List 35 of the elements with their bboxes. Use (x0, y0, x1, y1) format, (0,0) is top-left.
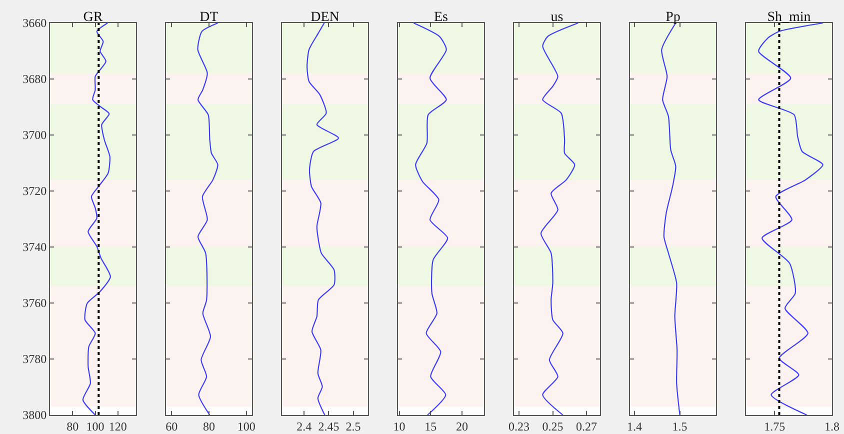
x-tick-label: 2.45 (318, 419, 340, 434)
x-tick-label: 1.4 (627, 419, 642, 434)
chart-title: Sh_min (767, 10, 811, 25)
chart-title: Pp (666, 10, 680, 25)
y-tick-label: 3660 (22, 16, 47, 30)
x-tick-label: 0.25 (542, 419, 564, 434)
chart-title: us (550, 10, 564, 25)
x-tick-label: 2.5 (346, 419, 361, 434)
y-tick-label: 3680 (22, 72, 47, 86)
x-tick-label: 1.75 (764, 419, 786, 434)
chart-title: Es (434, 10, 448, 25)
x-tick-label: 80 (66, 419, 79, 434)
x-tick-label: 1.5 (672, 419, 688, 434)
y-tick-label: 3720 (22, 184, 47, 198)
x-tick-label: 1.8 (824, 419, 840, 434)
x-tick-label: 10 (393, 419, 406, 434)
x-tick-label: 20 (456, 419, 468, 434)
x-tick-label: 100 (237, 419, 256, 434)
chart-title: DT (200, 10, 219, 25)
x-tick-label: 0.27 (576, 419, 598, 434)
chart-title: GR (83, 10, 104, 25)
y-tick-label: 3700 (22, 128, 47, 142)
y-tick-label: 3800 (22, 408, 47, 422)
x-tick-label: 15 (424, 419, 437, 434)
x-tick-label: 100 (86, 419, 104, 434)
x-tick-label: 80 (203, 419, 215, 434)
chart-title: DEN (310, 10, 340, 25)
x-tick-label: 60 (166, 419, 178, 434)
y-tick-label: 3780 (22, 352, 47, 366)
line-series (82, 23, 111, 415)
x-tick-label: 0.23 (508, 419, 530, 434)
x-tick-label: 2.4 (296, 419, 312, 434)
x-tick-label: 120 (108, 419, 127, 434)
y-tick-label: 3760 (22, 296, 47, 310)
y-tick-label: 3740 (22, 240, 47, 254)
